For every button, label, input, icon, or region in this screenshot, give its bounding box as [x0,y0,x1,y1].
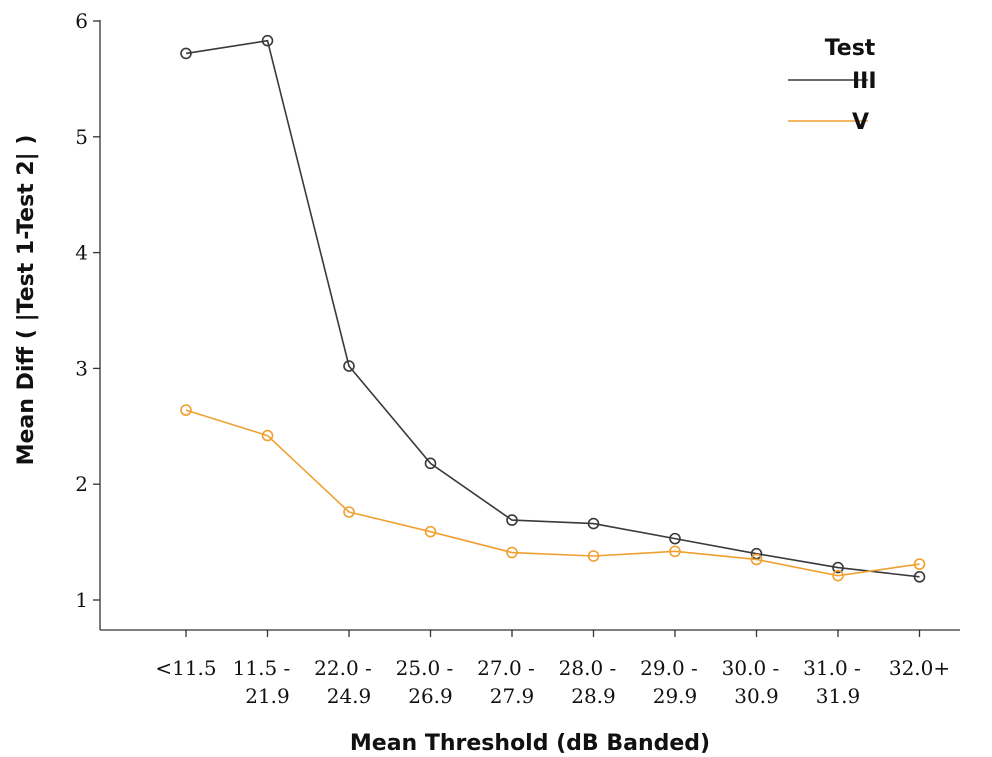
series-line [185,409,920,577]
series-iii [180,34,926,583]
data-point [261,429,274,442]
x-axis-ticks: <11.5 11.5 -21.9 22.0 -24.9 25.0 -26.9 27.0 … [155,630,950,708]
x-tick-label: 30.0 -30.9 [722,656,780,708]
x-tick-label: 27.0 -27.9 [477,656,535,708]
data-point [750,553,763,566]
data-point [180,404,192,416]
y-tick-label: 5 [75,125,88,149]
series-layer [180,34,926,583]
y-axis-title: Mean Diff ( |Test 1-Test 2| ) [14,135,39,466]
series-v [180,404,926,582]
x-tick-label: <11.5 [155,656,216,680]
data-point [506,546,518,559]
x-tick-label: 29.0 -29.9 [640,656,698,708]
data-point [587,517,600,530]
data-point [913,558,926,570]
y-tick-label: 6 [75,9,88,33]
legend: Test III V [788,36,877,135]
data-point [913,571,926,583]
y-tick-label: 4 [75,241,88,265]
data-point [832,561,844,574]
x-tick-label: 11.5 -21.9 [233,656,291,708]
y-axis-ticks: 1 2 3 4 5 6 [75,9,100,612]
data-point [506,514,518,526]
data-point [587,550,600,562]
y-tick-label: 2 [75,472,88,496]
y-tick-label: 3 [75,356,88,380]
data-point [669,532,681,545]
data-point [261,34,274,47]
data-point [343,360,355,372]
x-tick-label: 31.0 -31.9 [803,656,861,708]
legend-label: V [852,110,869,135]
legend-label: III [852,69,877,94]
x-tick-label: 25.0 -26.9 [396,656,454,708]
data-point [180,47,192,60]
legend-title: Test [825,36,876,61]
data-point [669,545,681,558]
data-point [424,457,437,470]
data-point [343,506,355,518]
axes [99,20,960,631]
series-line [185,39,920,578]
x-axis-title: Mean Threshold (dB Banded) [350,731,710,756]
y-tick-label: 1 [75,588,88,612]
data-point [424,525,437,538]
x-tick-label: 32.0+ [889,656,950,680]
x-tick-label: 22.0 -24.9 [314,656,372,708]
data-point [832,569,844,582]
x-tick-label: 28.0 -28.9 [559,656,617,708]
